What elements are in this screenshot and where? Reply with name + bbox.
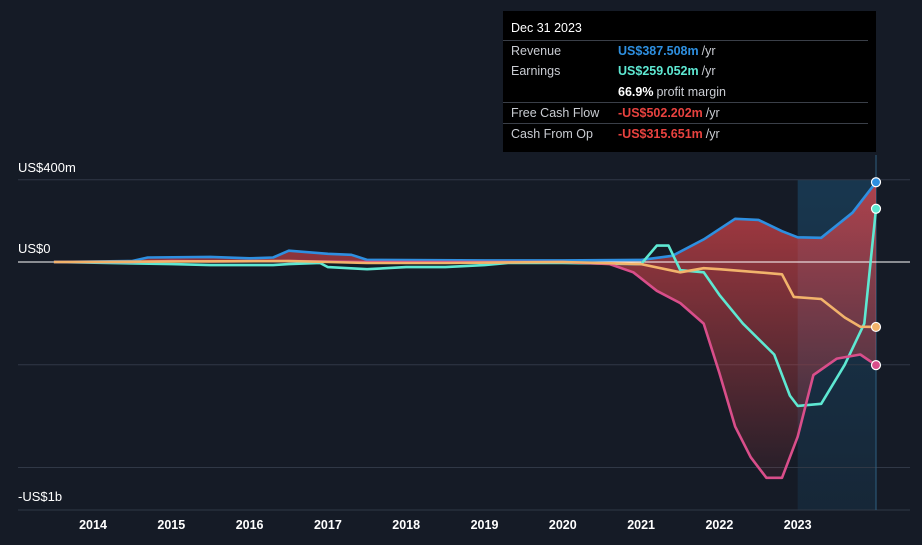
suffix: /yr [701, 44, 716, 58]
data-tooltip: Dec 31 2023 Revenue US$387.508m/yr Earni… [503, 11, 876, 152]
cfo-value: -US$315.651m [618, 127, 703, 141]
earnings-end-point [870, 203, 882, 214]
tooltip-value: US$259.052m/yr [618, 64, 716, 78]
cash-from-op-end-point [870, 321, 882, 333]
revenue-line [53, 181, 878, 264]
free-cash-flow-end-point [870, 360, 882, 371]
y-label-bottom: -US$1b [18, 489, 63, 504]
margin-label: profit margin [656, 85, 726, 99]
tooltip-label: Revenue [511, 44, 562, 58]
y-label-top: US$400m [18, 160, 76, 175]
tooltip-row-revenue: Revenue US$387.508m/yr [503, 40, 868, 62]
suffix: /yr [701, 64, 716, 78]
tooltip-date: Dec 31 2023 [511, 21, 582, 35]
x-tick-label: 2016 [236, 518, 264, 532]
tooltip-label: Free Cash Flow [511, 106, 600, 120]
x-tick-label: 2022 [705, 518, 733, 532]
tooltip-row-fcf: Free Cash Flow -US$502.202m/yr [503, 102, 868, 124]
tooltip-row-cfo: Cash From Op -US$315.651m/yr [503, 123, 868, 145]
earnings-value: US$259.052m [618, 64, 699, 78]
fcf-area [53, 182, 876, 478]
tooltip-label: Cash From Op [511, 127, 593, 141]
x-tick-label: 2015 [157, 518, 185, 532]
profit-margin: 66.9% profit margin [618, 85, 726, 99]
tooltip-label: Earnings [511, 64, 561, 78]
revenue-value: US$387.508m [618, 44, 699, 58]
cash-from-op-line [53, 259, 877, 329]
margin-value: 66.9% [618, 85, 654, 99]
x-tick-label: 2019 [471, 518, 499, 532]
x-tick-label: 2021 [627, 518, 655, 532]
tooltip-value: US$387.508m/yr [618, 44, 716, 58]
suffix: /yr [705, 106, 720, 120]
x-tick-label: 2023 [784, 518, 812, 532]
x-tick-label: 2014 [79, 518, 107, 532]
tooltip-value: -US$315.651m/yr [618, 127, 720, 141]
suffix: /yr [705, 127, 720, 141]
fcf-value: -US$502.202m [618, 106, 703, 120]
x-tick-label: 2018 [392, 518, 420, 532]
tooltip-value: -US$502.202m/yr [618, 106, 720, 120]
x-tick-label: 2017 [314, 518, 342, 532]
y-label-zero: US$0 [18, 241, 51, 256]
x-tick-label: 2020 [549, 518, 577, 532]
tooltip-row-earnings: Earnings US$259.052m/yr 66.9% profit marg… [503, 61, 868, 105]
revenue-end-point [870, 177, 882, 188]
